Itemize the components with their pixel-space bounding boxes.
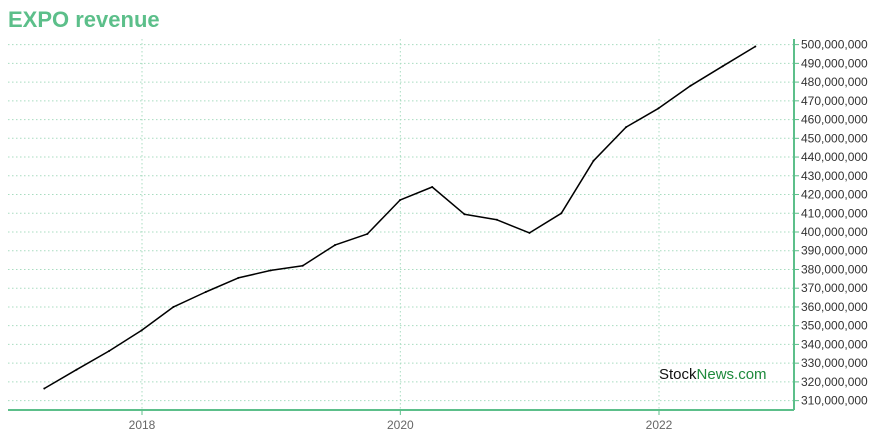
revenue-point <box>172 305 175 308</box>
revenue-point <box>237 276 240 279</box>
y-tick-label: 410,000,000 <box>801 206 868 220</box>
revenue-point <box>528 231 531 234</box>
y-tick-label: 500,000,000 <box>801 38 868 52</box>
axis-layer <box>8 39 799 415</box>
revenue-point <box>689 84 692 87</box>
y-tick-label: 390,000,000 <box>801 244 868 258</box>
y-tick-label: 440,000,000 <box>801 150 868 164</box>
revenue-point <box>75 368 78 371</box>
y-tick-label: 400,000,000 <box>801 225 868 239</box>
watermark: StockNews.com <box>659 366 767 383</box>
y-tick-label: 470,000,000 <box>801 94 868 108</box>
y-tick-label: 320,000,000 <box>801 375 868 389</box>
revenue-point <box>495 218 498 221</box>
y-tick-label: 330,000,000 <box>801 356 868 370</box>
revenue-point <box>269 269 272 272</box>
revenue-point <box>592 159 595 162</box>
y-tick-label: 490,000,000 <box>801 56 868 70</box>
revenue-point <box>399 199 401 202</box>
watermark-com: .com <box>734 366 767 383</box>
series-layer <box>43 45 757 390</box>
revenue-series-line <box>43 45 756 390</box>
revenue-point <box>625 126 628 129</box>
revenue-point <box>301 264 304 267</box>
y-tick-label: 350,000,000 <box>801 319 868 333</box>
y-tick-label: 430,000,000 <box>801 169 868 183</box>
revenue-point <box>108 350 111 352</box>
y-tick-label: 360,000,000 <box>801 300 868 314</box>
x-tick-label: 2018 <box>129 418 156 432</box>
revenue-point <box>431 186 434 188</box>
y-tick-labels: 310,000,000 320,000,000 330,000,000 340,000… <box>801 38 868 408</box>
revenue-point <box>560 212 563 215</box>
y-tick-label: 480,000,000 <box>801 75 868 89</box>
y-tick-label: 450,000,000 <box>801 131 868 145</box>
watermark-news: News <box>697 366 735 383</box>
y-tick-label: 380,000,000 <box>801 262 868 276</box>
revenue-point <box>657 107 660 110</box>
y-tick-label: 420,000,000 <box>801 188 868 202</box>
revenue-point <box>754 45 757 48</box>
chart-title: EXPO revenue <box>8 7 160 32</box>
y-tick-label: 340,000,000 <box>801 337 868 351</box>
watermark-stock: Stock <box>659 366 697 383</box>
x-tick-labels: 2018 2020 2022 <box>129 418 673 432</box>
revenue-point <box>721 65 724 68</box>
revenue-point <box>366 232 369 235</box>
revenue-point <box>140 329 143 332</box>
revenue-point <box>463 213 466 216</box>
revenue-point <box>333 244 336 247</box>
grid-layer <box>8 39 794 410</box>
x-tick-label: 2020 <box>387 418 414 432</box>
y-tick-label: 460,000,000 <box>801 113 868 127</box>
revenue-point <box>204 291 207 293</box>
x-tick-label: 2022 <box>646 418 673 432</box>
y-tick-label: 310,000,000 <box>801 394 868 408</box>
y-tick-label: 370,000,000 <box>801 281 868 295</box>
revenue-point <box>43 387 46 390</box>
